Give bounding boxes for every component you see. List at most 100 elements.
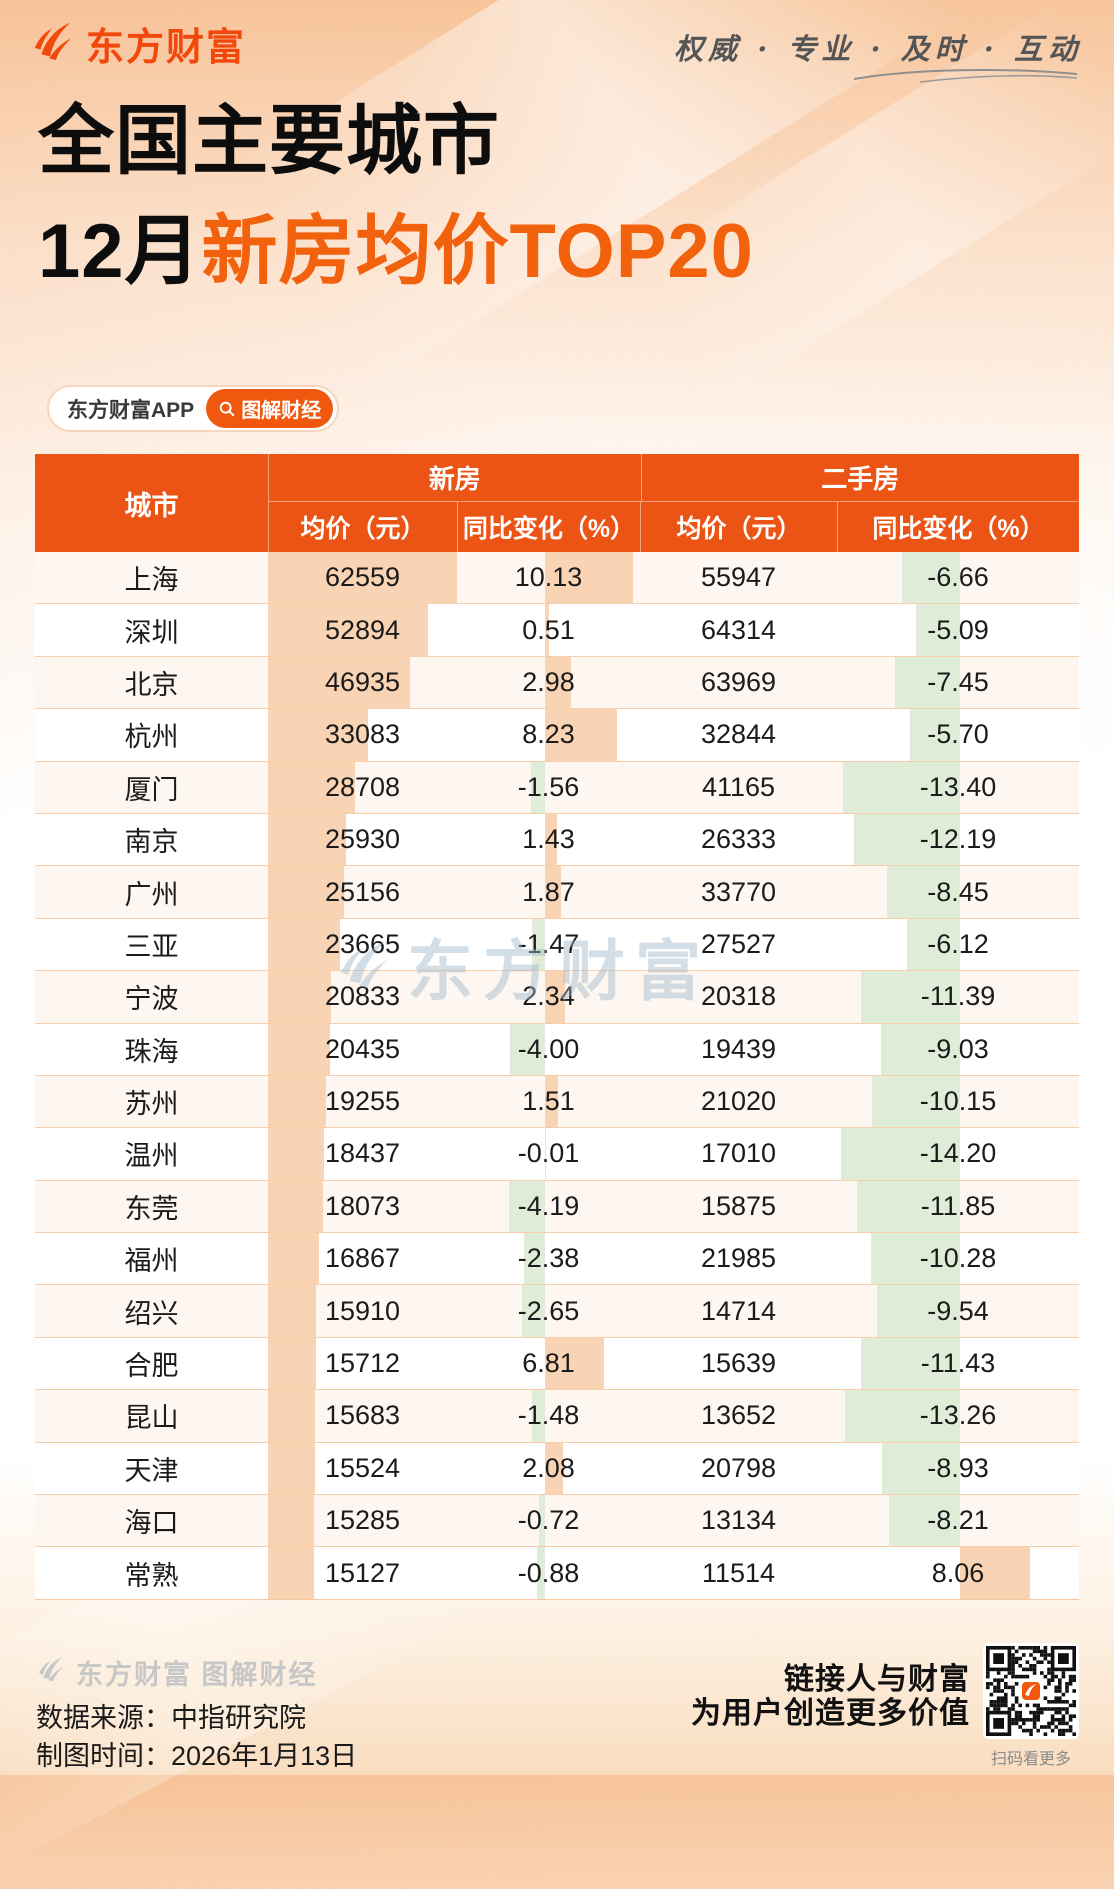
used-change-cell: -9.54 [837,1285,1079,1336]
new-price-value: 15524 [325,1453,400,1484]
used-change-value: -5.09 [927,615,989,646]
used-price-cell: 55947 [640,552,837,603]
new-change-cell: 0.51 [457,604,640,655]
new-price-value: 15910 [325,1296,400,1327]
new-change-value: -0.88 [518,1558,580,1589]
new-change-cell: -0.01 [457,1128,640,1179]
table-row: 三亚 23665 -1.47 27527 -6.12 [35,918,1079,970]
new-change-value: 1.51 [522,1086,575,1117]
new-price-bar [268,1181,323,1232]
used-change-cell: -8.93 [837,1443,1079,1494]
brand-header: 东方财富 [30,16,246,71]
city-cell: 天津 [35,1443,268,1494]
table-row: 常熟 15127 -0.88 11514 8.06 [35,1546,1079,1598]
new-change-cell: 6.81 [457,1338,640,1389]
new-price-cell: 15683 [268,1390,457,1441]
table-row: 苏州 19255 1.51 21020 -10.15 [35,1075,1079,1127]
new-price-bar [268,1076,326,1127]
used-price-cell: 14714 [640,1285,837,1336]
used-price-value: 26333 [701,824,776,855]
table-row: 广州 25156 1.87 33770 -8.45 [35,865,1079,917]
table-row: 合肥 15712 6.81 15639 -11.43 [35,1337,1079,1389]
new-price-value: 62559 [325,562,400,593]
city-cell: 宁波 [35,971,268,1022]
used-change-cell: -10.28 [837,1233,1079,1284]
used-price-value: 19439 [701,1034,776,1065]
table-header: 城市 新房 二手房 均价（元） 同比变化（%） 均价（元） 同比变化（%） [35,454,1079,552]
new-price-value: 15683 [325,1400,400,1431]
city-name: 天津 [125,1449,179,1488]
used-price-value: 11514 [702,1558,775,1589]
used-change-cell: -10.15 [837,1076,1079,1127]
title-highlight: 新房均价TOP20 [202,209,754,294]
new-price-bar [268,1128,324,1179]
used-price-cell: 26333 [640,814,837,865]
used-change-cell: 8.06 [837,1547,1079,1598]
new-price-cell: 20833 [268,971,457,1022]
used-change-cell: -6.12 [837,919,1079,970]
new-change-cell: -1.48 [457,1390,640,1441]
used-price-cell: 19439 [640,1024,837,1075]
used-price-cell: 63969 [640,657,837,708]
new-change-value: -2.38 [518,1243,580,1274]
used-change-cell: -5.09 [837,604,1079,655]
new-change-cell: 1.43 [457,814,640,865]
city-cell: 昆山 [35,1390,268,1441]
used-price-value: 33770 [701,877,776,908]
brand-tagline: 权威 · 专业 · 及时 · 互动 [674,26,1082,68]
used-price-cell: 15875 [640,1181,837,1232]
new-price-cell: 62559 [268,552,457,603]
header-city: 城市 [35,454,268,552]
city-name: 北京 [125,663,179,702]
new-price-bar [268,1285,316,1336]
table-row: 北京 46935 2.98 63969 -7.45 [35,656,1079,708]
used-change-value: -13.26 [920,1400,997,1431]
header-used-change: 同比变化（%） [837,502,1079,552]
used-price-cell: 20318 [640,971,837,1022]
city-cell: 广州 [35,866,268,917]
used-change-value: -10.15 [920,1086,997,1117]
new-change-value: -4.00 [518,1034,580,1065]
new-price-value: 15127 [325,1558,400,1589]
city-name: 南京 [125,820,179,859]
tagline-underline-swoosh [850,66,1080,89]
new-price-cell: 15524 [268,1443,457,1494]
used-price-value: 20798 [701,1453,776,1484]
new-change-value: -0.72 [518,1505,580,1536]
city-cell: 北京 [35,657,268,708]
new-change-value: 2.08 [522,1453,575,1484]
table-row: 厦门 28708 -1.56 41165 -13.40 [35,761,1079,813]
used-price-cell: 11514 [640,1547,837,1598]
used-price-value: 41165 [702,772,775,803]
table-row: 深圳 52894 0.51 64314 -5.09 [35,603,1079,655]
city-name: 温州 [125,1134,179,1173]
city-name: 常熟 [125,1554,179,1593]
city-name: 合肥 [125,1344,179,1383]
page-title-line2: 12月新房均价TOP20 [38,214,754,290]
header-used-price: 均价（元） [640,502,837,552]
new-change-value: 6.81 [522,1348,575,1379]
used-change-value: -10.28 [920,1243,997,1274]
table-row: 温州 18437 -0.01 17010 -14.20 [35,1127,1079,1179]
city-cell: 珠海 [35,1024,268,1075]
used-price-cell: 20798 [640,1443,837,1494]
city-name: 海口 [125,1501,179,1540]
city-cell: 绍兴 [35,1285,268,1336]
used-change-value: -6.12 [927,929,989,960]
new-change-value: -1.56 [518,772,580,803]
city-cell: 杭州 [35,709,268,760]
table-row: 福州 16867 -2.38 21985 -10.28 [35,1232,1079,1284]
used-change-value: -11.39 [921,981,996,1012]
header-new-price: 均价（元） [268,502,457,552]
used-price-value: 20318 [701,981,776,1012]
channel-badge-label: 图解财经 [241,394,321,423]
used-price-value: 14714 [701,1296,776,1327]
used-change-value: -12.19 [920,824,997,855]
used-price-cell: 64314 [640,604,837,655]
table-row: 绍兴 15910 -2.65 14714 -9.54 [35,1284,1079,1336]
new-change-value: 0.51 [522,615,575,646]
new-price-bar [268,1443,315,1494]
used-change-cell: -13.40 [837,762,1079,813]
new-change-value: 1.87 [522,877,575,908]
used-change-value: -9.03 [927,1034,989,1065]
